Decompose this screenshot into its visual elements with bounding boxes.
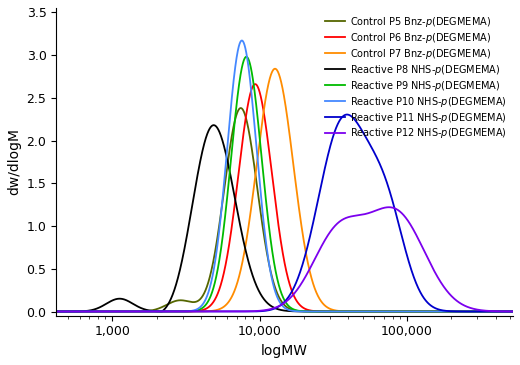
Y-axis label: dw/dlogM: dw/dlogM	[7, 128, 21, 195]
X-axis label: logMW: logMW	[261, 344, 308, 358]
Legend: Control P5 Bnz-$\it{p}$(DEGMEMA), Control P6 Bnz-$\it{p}$(DEGMEMA), Control P7 B: Control P5 Bnz-$\it{p}$(DEGMEMA), Contro…	[323, 13, 508, 142]
